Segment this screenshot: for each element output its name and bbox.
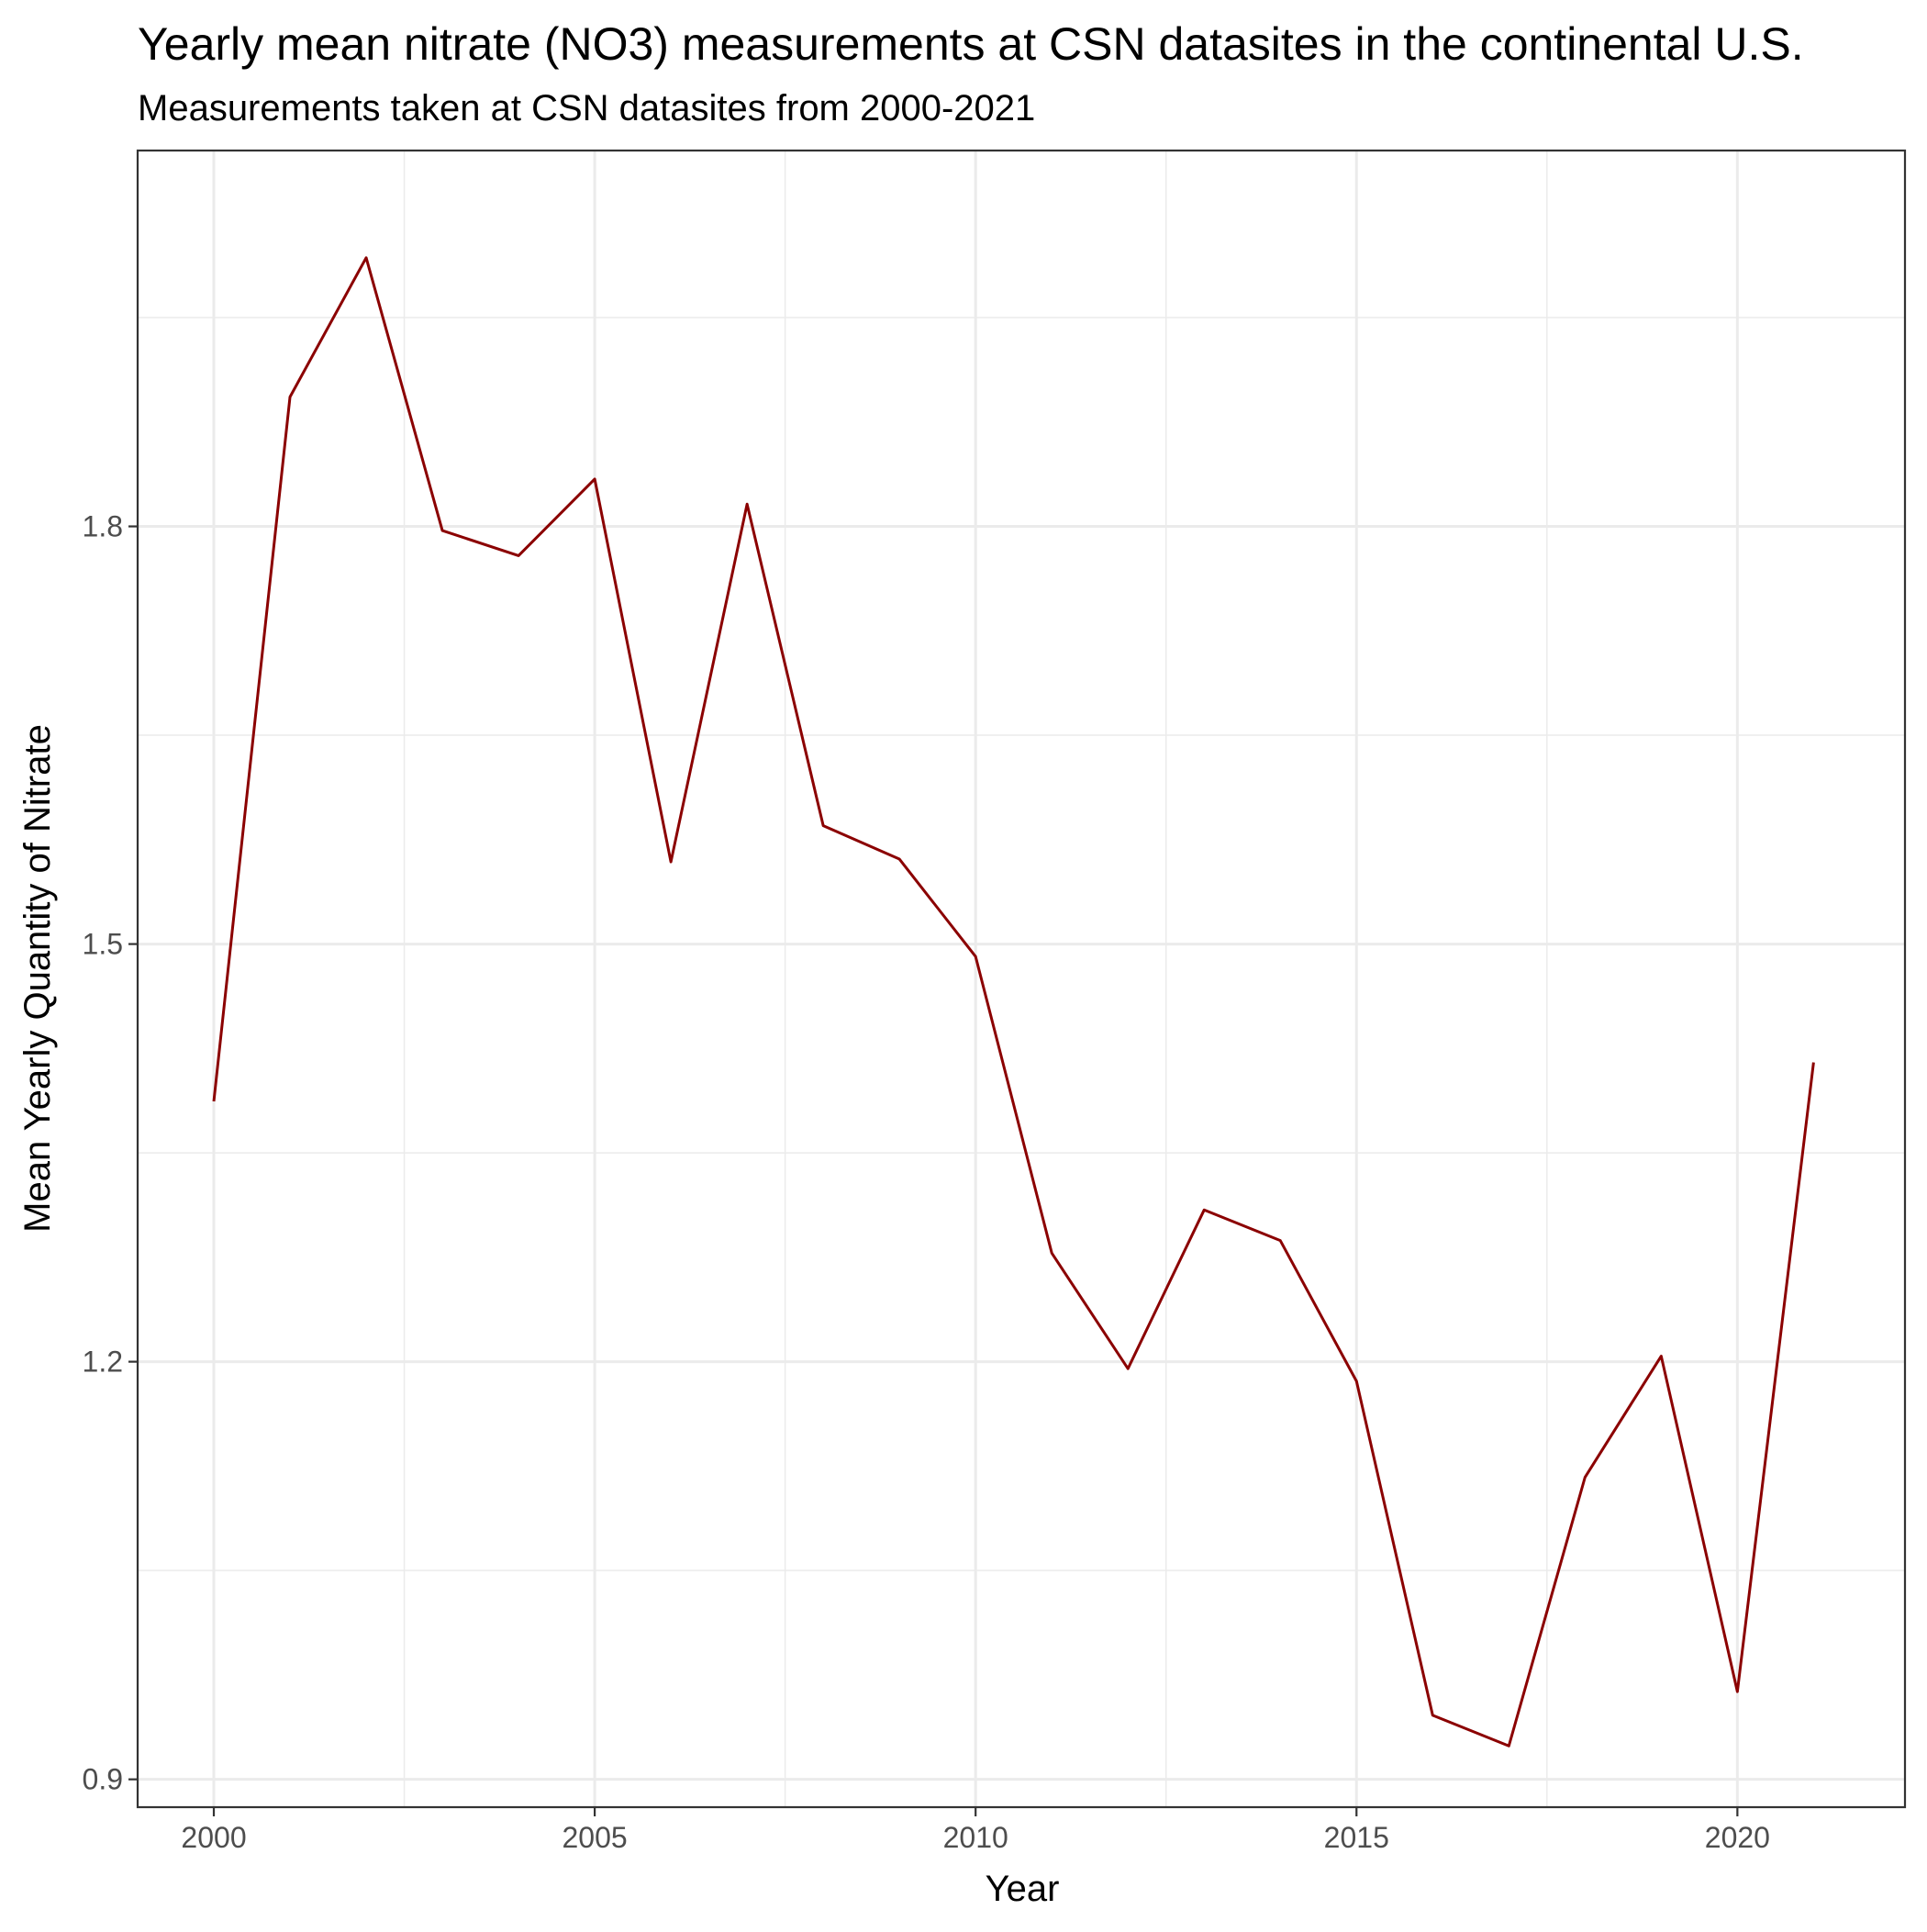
plot-panel-border [136,149,1907,1809]
y-axis-title: Mean Yearly Quantity of Nitrate [17,724,58,1233]
x-tick-label: 2000 [181,1821,246,1854]
series-line [212,256,1815,1748]
x-tick-label: 2005 [563,1821,628,1854]
y-tick-label: 1.2 [83,1346,123,1379]
x-axis-title: Year [986,1869,1060,1909]
y-axis: 0.9 1.2 1.5 1.8 [83,510,138,1796]
y-tick-label: 1.5 [83,928,123,961]
y-tick-label: 0.9 [83,1763,123,1796]
x-axis: 2000 2005 2010 2015 2020 [181,1807,1770,1854]
chart-title: Yearly mean nitrate (NO3) measurements a… [138,18,1804,70]
x-tick-label: 2015 [1324,1821,1389,1854]
x-tick-label: 2010 [943,1821,1008,1854]
major-gridlines [138,151,1905,1807]
chart-subtitle: Measurements taken at CSN datasites from… [138,88,1035,128]
minor-gridlines [138,151,1905,1807]
x-tick-label: 2020 [1705,1821,1770,1854]
y-tick-label: 1.8 [83,510,123,543]
series-layer [212,256,1815,1748]
